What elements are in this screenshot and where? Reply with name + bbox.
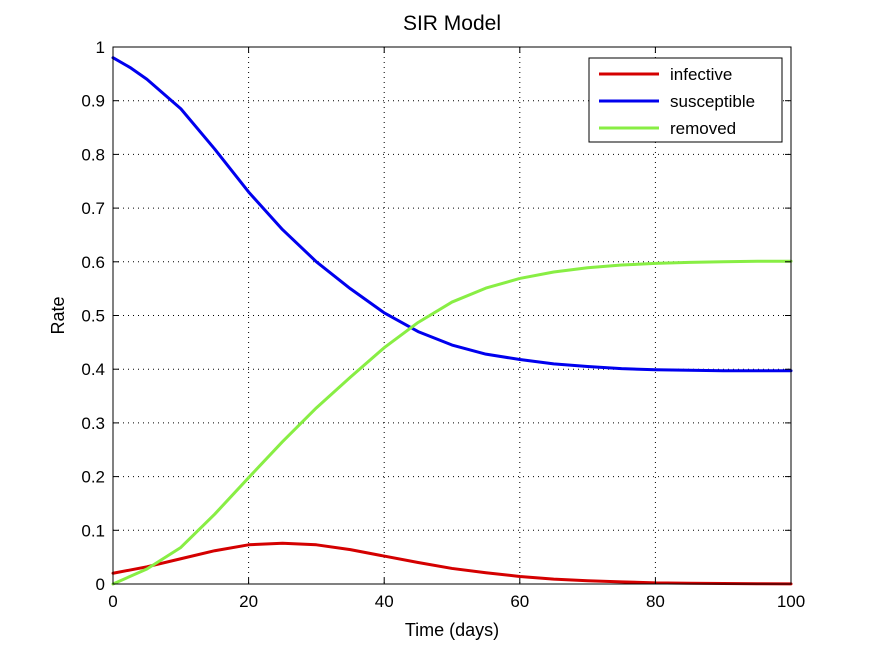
x-tick-label: 20	[239, 592, 258, 611]
x-axis-label: Time (days)	[405, 620, 499, 640]
y-tick-label: 0	[96, 575, 105, 594]
series-line-infective	[111, 541, 793, 586]
x-tick-label: 80	[646, 592, 665, 611]
series-line-susceptible	[111, 56, 793, 373]
legend: infective susceptible removed	[588, 57, 783, 143]
y-tick-label: 0.1	[81, 521, 105, 540]
y-tick-label: 0.5	[81, 307, 105, 326]
legend-label-infective: infective	[670, 65, 732, 84]
y-tick-label: 0.6	[81, 253, 105, 272]
y-tick-label: 1	[96, 38, 105, 57]
x-tick-label: 0	[108, 592, 117, 611]
y-tick-label: 0.9	[81, 92, 105, 111]
x-tick-label: 40	[375, 592, 394, 611]
tick-layer: 0 20 40 60 80 100 0 0.1 0.2 0.3 0.4 0.5 0.6 0.7 0.8 0.9…	[81, 38, 805, 611]
legend-label-removed: removed	[670, 119, 736, 138]
chart-title: SIR Model	[403, 12, 501, 35]
x-tick-label: 100	[777, 592, 805, 611]
legend-label-susceptible: susceptible	[670, 92, 755, 111]
series-layer	[111, 56, 793, 586]
series-line-removed	[111, 259, 793, 586]
y-tick-label: 0.7	[81, 199, 105, 218]
x-tick-label: 60	[510, 592, 529, 611]
y-tick-label: 0.8	[81, 145, 105, 164]
y-tick-label: 0.2	[81, 468, 105, 487]
y-tick-label: 0.4	[81, 360, 105, 379]
y-axis-label: Rate	[48, 296, 68, 334]
y-tick-label: 0.3	[81, 414, 105, 433]
